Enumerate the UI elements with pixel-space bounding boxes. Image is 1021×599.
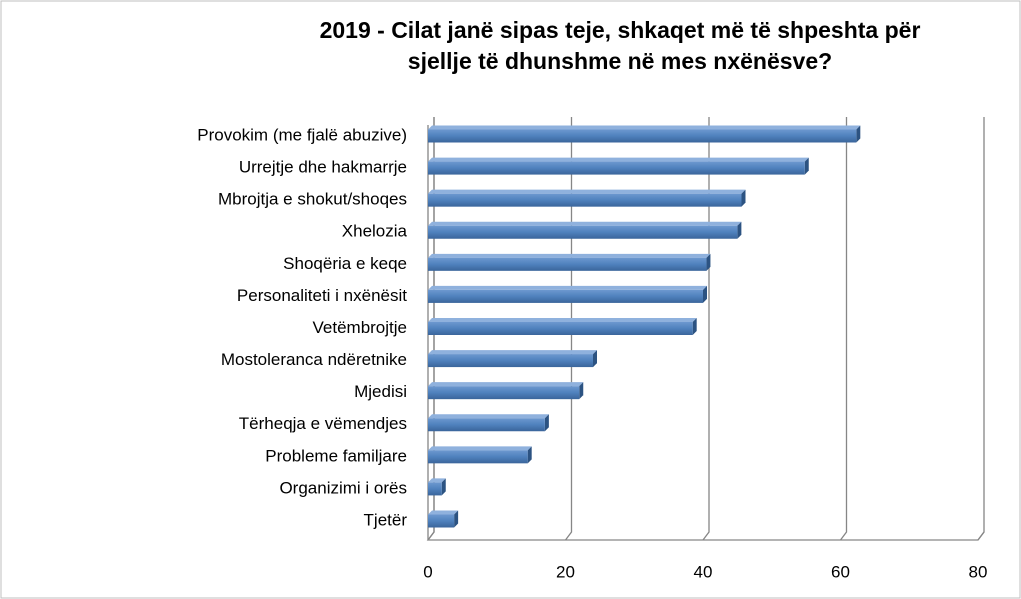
bar [428, 482, 442, 496]
y-tick-label: Probleme familjare [265, 446, 407, 465]
bar-top [428, 253, 711, 258]
y-tick-label: Tjetër [364, 510, 408, 529]
bar-top [428, 446, 532, 451]
bar [428, 514, 455, 528]
bar [428, 161, 805, 175]
chart-title: sjellje të dhunshme në mes nxënësve? [408, 48, 832, 74]
bar-side [856, 125, 861, 143]
y-tick-label: Shoqëria e keqe [283, 254, 407, 273]
bar-side [544, 414, 549, 432]
bar-side [741, 189, 746, 207]
bar [428, 322, 693, 335]
bar [428, 257, 707, 271]
y-tick-label: Provokim (me fjalë abuzive) [197, 125, 407, 144]
bar-top [428, 318, 697, 322]
bar-side [593, 350, 597, 368]
y-tick-label: Vetëmbrojtje [313, 318, 408, 337]
bar-top [428, 157, 809, 162]
bar-top [428, 510, 459, 515]
y-tick-label: Mbrojtja e shokut/shoqes [218, 190, 407, 209]
bar-side [804, 157, 809, 175]
chart-title: 2019 - Cilat janë sipas teje, shkaqet më… [320, 17, 921, 43]
bar-side [706, 253, 711, 271]
bar-top [428, 189, 746, 194]
y-tick-label: Mjedisi [354, 382, 407, 401]
bar [428, 129, 857, 143]
bar-side [579, 382, 584, 400]
x-tick-label: 40 [694, 562, 713, 581]
x-tick-label: 80 [969, 562, 988, 581]
bar [428, 225, 738, 239]
bar-top [428, 478, 446, 483]
y-tick-label: Organizimi i orës [279, 478, 407, 497]
bar-side [692, 318, 697, 335]
bar [428, 193, 742, 207]
x-tick-label: 0 [423, 562, 432, 581]
bar [428, 354, 593, 368]
y-tick-label: Personaliteti i nxënësit [237, 286, 407, 305]
y-tick-label: Urrejtje dhe hakmarrje [239, 158, 407, 177]
bar-side [454, 510, 459, 528]
bar-top [428, 221, 742, 226]
grid-line [839, 117, 848, 541]
bar-side [527, 446, 532, 464]
bar-top [428, 285, 707, 290]
bar-top [428, 350, 597, 355]
bar [428, 289, 703, 303]
bar-top [428, 125, 861, 130]
y-tick-label: Mostoleranca ndëretnike [221, 350, 407, 369]
x-tick-label: 20 [556, 562, 575, 581]
bar-side [703, 285, 707, 303]
x-tick-label: 60 [831, 562, 850, 581]
bar-top [428, 382, 584, 387]
y-tick-label: Tërheqja e vëmendjes [239, 414, 407, 433]
bar [428, 386, 580, 400]
bar-side [737, 221, 742, 239]
bar [428, 418, 545, 432]
bar-top [428, 414, 549, 419]
bar-side [441, 478, 446, 496]
bar [428, 450, 528, 464]
y-tick-label: Xhelozia [342, 222, 408, 241]
